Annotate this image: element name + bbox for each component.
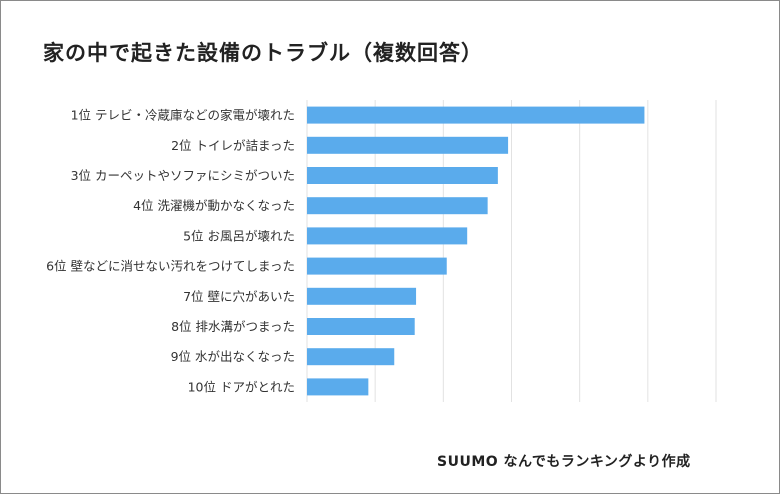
category-label-10: 10位 ドアがとれた [188,379,295,394]
bar-4 [307,197,488,215]
category-label-6: 6位 壁などに消せない汚れをつけてしまった [46,259,295,274]
chart-title: 家の中で起きた設備のトラブル（複数回答） [43,41,483,65]
category-label-3: 3位 カーペットやソファにシミがついた [71,168,295,183]
bar-8 [307,318,415,335]
bar-9 [307,348,395,366]
category-label-5: 5位 お風呂が壊れた [183,228,295,243]
source-credit: SUUMO なんでもランキングより作成 [437,454,691,470]
category-label-8: 8位 排水溝がつまった [171,319,295,334]
category-label-9: 9位 水が出なくなった [171,349,295,364]
bar-2 [307,136,509,154]
bar-10 [307,378,369,396]
bar-7 [307,287,417,305]
category-label-2: 2位 トイレが詰まった [171,138,295,153]
category-label-1: 1位 テレビ・冷蔵庫などの家電が壊れた [71,108,295,123]
bar-chart: 1位 テレビ・冷蔵庫などの家電が壊れた 2位 トイレが詰まった 3位 カーペットやソ… [46,100,717,402]
bar-6 [307,257,447,275]
category-label-4: 4位 洗濯機が動かなくなった [133,198,295,213]
bar-1 [307,106,645,124]
bar-3 [307,167,498,184]
bar-5 [307,227,468,245]
category-label-7: 7位 壁に穴があいた [183,289,295,304]
